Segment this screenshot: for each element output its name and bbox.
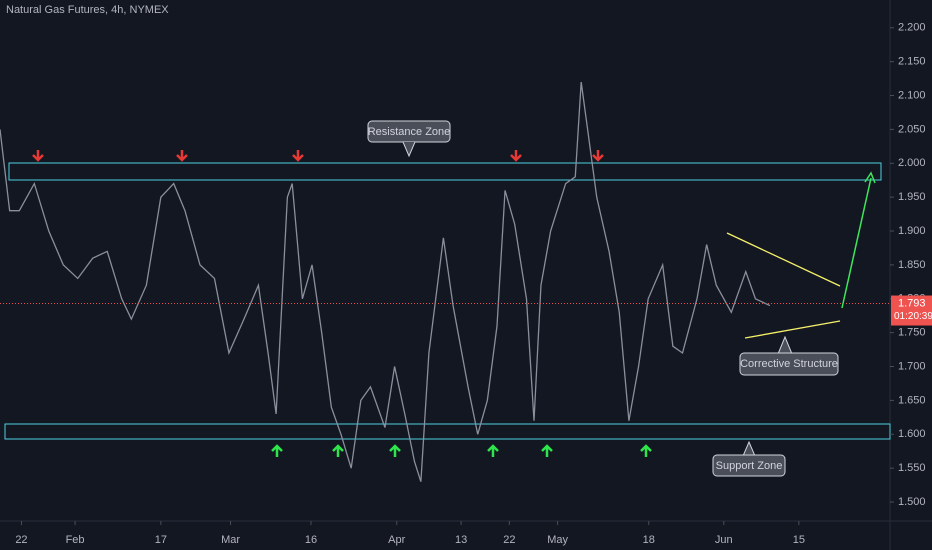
y-tick-label: 1.550	[898, 462, 926, 474]
buy-arrow	[389, 444, 401, 457]
y-tick-label: 2.100	[898, 89, 926, 101]
annotation: Corrective Structure	[740, 358, 838, 370]
buy-arrow	[541, 444, 553, 457]
y-tick-label: 1.750	[898, 327, 926, 339]
buy-arrow	[640, 444, 652, 457]
y-tick-label: 1.700	[898, 360, 926, 372]
x-tick-label: 15	[793, 534, 805, 546]
x-tick-label: Mar	[221, 534, 240, 546]
y-tick-label: 1.500	[898, 496, 926, 508]
x-tick-label: Jun	[715, 534, 733, 546]
y-tick-label: 2.200	[898, 22, 926, 34]
resistance-label: Resistance Zone	[367, 120, 451, 158]
support-zone	[4, 423, 891, 440]
chart-title: Natural Gas Futures, 4h, NYMEX	[6, 4, 169, 16]
buy-arrow	[332, 444, 344, 457]
last-price-box	[891, 295, 932, 326]
sell-arrow	[32, 150, 44, 162]
countdown: 01:20:39	[894, 311, 932, 322]
sell-arrow	[592, 150, 604, 162]
y-tick-label: 1.850	[898, 259, 926, 271]
y-tick-label: 2.150	[898, 56, 926, 68]
x-tick-label: 17	[155, 534, 167, 546]
y-tick-label: 1.950	[898, 191, 926, 203]
label-box	[712, 454, 786, 477]
x-tick-label: Apr	[388, 534, 405, 546]
price-line	[0, 81, 771, 482]
resistance-zone	[8, 162, 882, 181]
arrow-head	[864, 171, 876, 184]
last-price-label: 1.793	[898, 297, 926, 309]
y-tick-label: 1.900	[898, 225, 926, 237]
trend-line	[744, 320, 841, 339]
marks	[0, 81, 771, 482]
annotation: Resistance Zone	[368, 126, 451, 138]
x-tick-label: 18	[643, 534, 655, 546]
x-tick-label: 22	[15, 534, 27, 546]
sell-arrow	[510, 150, 522, 162]
buy-arrow	[487, 444, 499, 457]
sell-arrow	[176, 150, 188, 162]
projection-arrow	[841, 177, 872, 309]
x-tick-label: Feb	[66, 534, 85, 546]
x-tick-label: May	[547, 534, 568, 546]
label-pointer	[777, 335, 793, 355]
y-tick-label: 2.000	[898, 157, 926, 169]
trend-line	[726, 232, 841, 287]
label-box	[739, 352, 839, 376]
label-pointer	[402, 141, 416, 158]
y-tick-label: 1.600	[898, 428, 926, 440]
y-tick-label: 1.650	[898, 394, 926, 406]
y-tick-label: 2.050	[898, 123, 926, 135]
x-tick-label: 13	[455, 534, 467, 546]
sell-arrow	[292, 150, 304, 162]
x-tick-label: 22	[503, 534, 515, 546]
corrective-label: Corrective Structure	[739, 335, 839, 376]
annotation: Support Zone	[716, 460, 783, 472]
label-pointer	[742, 440, 756, 457]
x-tick-label: 16	[305, 534, 317, 546]
support-label: Support Zone	[712, 440, 786, 477]
buy-arrow	[271, 444, 283, 457]
